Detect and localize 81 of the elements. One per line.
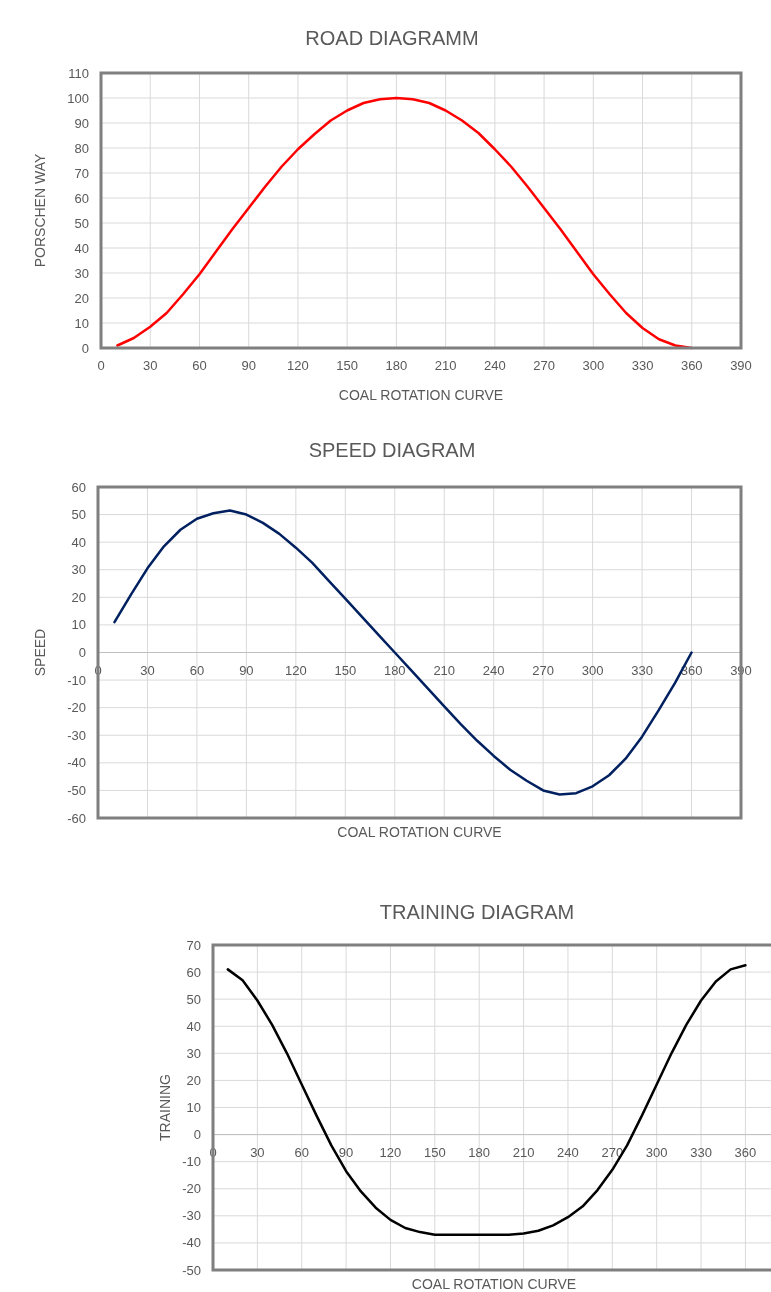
x-tick-label: 180 — [385, 358, 408, 373]
y-tick-label: 50 — [74, 215, 89, 231]
y-tick-label: -10 — [182, 1154, 201, 1170]
y-tick-label: 50 — [71, 507, 86, 523]
chart-title: ROAD DIAGRAMM — [305, 27, 479, 49]
y-axis-title: TRAINING — [157, 1074, 173, 1141]
y-tick-label: -40 — [182, 1235, 201, 1251]
y-tick-label: 0 — [81, 340, 89, 356]
y-tick-label: -20 — [67, 700, 86, 716]
y-tick-label: 10 — [71, 617, 86, 633]
x-tick-label: 180 — [468, 1144, 491, 1160]
x-tick-label: 180 — [383, 662, 406, 678]
x-tick-label: 210 — [433, 662, 456, 678]
y-tick-label: 100 — [67, 90, 89, 106]
y-tick-label: 40 — [71, 534, 86, 550]
x-tick-label: 300 — [582, 358, 605, 373]
y-axis-title: PORSCHEN WAY — [32, 153, 48, 268]
y-tick-label: 20 — [186, 1072, 201, 1088]
y-tick-label: -30 — [67, 727, 86, 743]
y-tick-label: 30 — [74, 265, 89, 281]
x-tick-label: 30 — [250, 1144, 265, 1160]
x-tick-label: 270 — [532, 662, 555, 678]
x-axis-title: COAL ROTATION CURVE — [411, 1276, 577, 1292]
x-tick-label: 360 — [680, 358, 703, 373]
x-tick-label: 210 — [512, 1144, 535, 1160]
x-tick-label: 0 — [97, 358, 105, 373]
y-tick-label: -50 — [67, 782, 86, 798]
y-tick-label: 60 — [71, 479, 86, 495]
y-tick-label: 20 — [74, 290, 89, 306]
y-tick-label: -60 — [67, 810, 86, 826]
x-tick-label: 30 — [140, 662, 155, 678]
x-tick-label: 90 — [241, 358, 256, 373]
x-tick-label: 390 — [730, 358, 752, 373]
x-tick-label: 150 — [336, 358, 359, 373]
x-tick-label: 330 — [631, 662, 653, 678]
x-tick-label: 270 — [533, 358, 555, 373]
x-tick-label: 150 — [334, 662, 357, 678]
y-axis-title: SPEED — [32, 628, 48, 677]
chart-title: SPEED DIAGRAM — [308, 439, 476, 461]
y-tick-label: 50 — [186, 991, 201, 1007]
x-axis-title: COAL ROTATION CURVE — [337, 824, 502, 840]
y-tick-label: -20 — [182, 1181, 201, 1197]
y-tick-label: -50 — [182, 1262, 201, 1278]
x-axis-title: COAL ROTATION CURVE — [338, 387, 504, 403]
y-tick-label: -30 — [182, 1208, 201, 1224]
y-tick-label: 0 — [193, 1127, 201, 1143]
chart-title: TRAINING DIAGRAM — [379, 901, 575, 923]
x-tick-label: 300 — [581, 662, 604, 678]
y-tick-label: 70 — [186, 937, 201, 953]
x-tick-label: 30 — [143, 358, 158, 373]
y-tick-label: -10 — [67, 672, 86, 688]
x-tick-label: 60 — [294, 1144, 309, 1160]
y-tick-label: 30 — [186, 1045, 201, 1061]
y-tick-label: 60 — [186, 964, 201, 980]
y-tick-label: 70 — [74, 165, 89, 181]
y-tick-label: 30 — [71, 562, 86, 578]
y-tick-label: 0 — [78, 645, 86, 660]
x-tick-label: 90 — [239, 662, 254, 678]
y-tick-label: 40 — [186, 1018, 201, 1034]
x-tick-label: 360 — [734, 1144, 757, 1160]
y-tick-label: 60 — [74, 190, 89, 206]
y-tick-label: 80 — [74, 140, 89, 156]
y-tick-label: 10 — [186, 1100, 201, 1115]
x-tick-label: 120 — [379, 1144, 402, 1160]
x-tick-label: 120 — [287, 358, 309, 373]
x-tick-label: 120 — [284, 662, 307, 678]
x-tick-label: 90 — [338, 1144, 354, 1160]
x-tick-label: 240 — [482, 662, 505, 678]
y-tick-label: 40 — [74, 240, 89, 256]
y-tick-label: 20 — [71, 589, 86, 605]
y-tick-label: 110 — [68, 65, 89, 81]
x-tick-label: 330 — [631, 358, 654, 373]
y-tick-label: -40 — [67, 755, 86, 771]
x-tick-label: 240 — [483, 358, 506, 373]
y-tick-label: 90 — [74, 115, 89, 131]
x-tick-label: 300 — [645, 1144, 668, 1160]
x-tick-label: 210 — [434, 358, 457, 373]
x-tick-label: 240 — [557, 1144, 579, 1160]
x-tick-label: 330 — [690, 1144, 712, 1160]
y-tick-label: 10 — [74, 315, 89, 331]
x-tick-label: 150 — [423, 1144, 446, 1160]
